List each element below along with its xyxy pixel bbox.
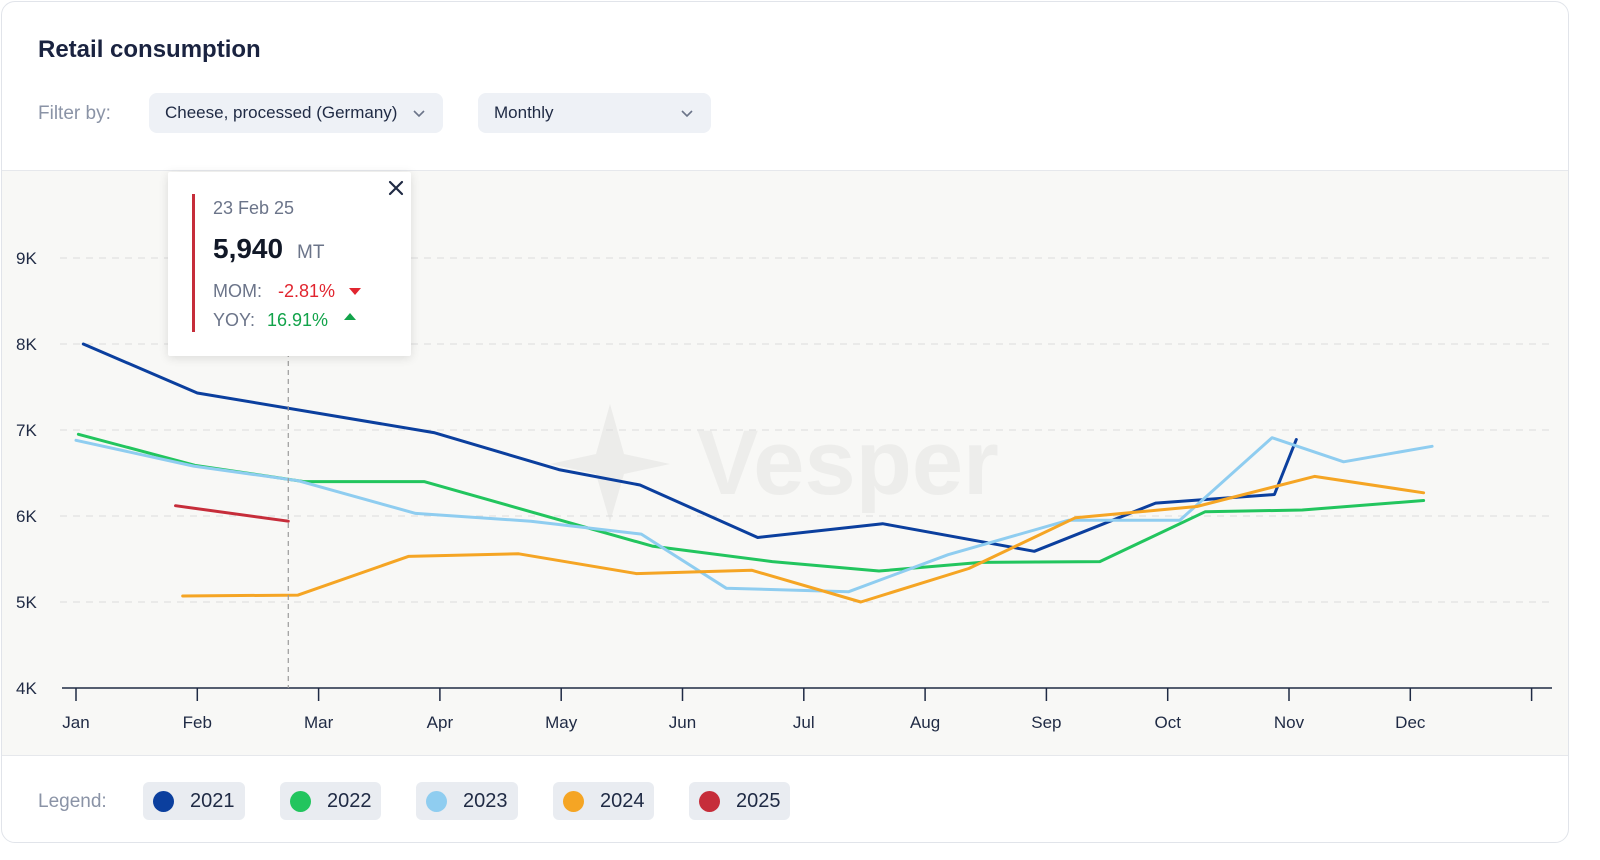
x-tick-label: Aug [910,713,940,732]
tooltip-value: 5,940 [213,233,284,264]
legend-item-2023[interactable]: 2023 [416,782,518,820]
close-icon[interactable] [386,178,406,198]
tooltip-mom-value: -2.81% [278,281,336,301]
period-select-value: Monthly [494,103,554,122]
x-tick-label: Jul [793,713,815,732]
x-tick-label: Feb [183,713,212,732]
period-select[interactable]: Monthly [478,93,711,133]
chevron-down-icon [413,110,425,118]
legend-item-label: 2022 [327,789,372,812]
legend-item-label: 2023 [463,789,508,812]
y-tick-label: 8K [16,335,37,354]
tooltip-unit: MT [297,242,325,263]
watermark-star-icon [550,404,670,522]
y-tick-label: 7K [16,421,37,440]
legend-item-2022[interactable]: 2022 [280,782,381,820]
series-line-2025[interactable] [174,504,290,523]
chevron-down-icon [681,110,693,118]
x-tick-label: Jun [669,713,696,732]
arrow-down-icon [349,288,361,295]
x-tick-label: Sep [1031,713,1061,732]
legend-dot [699,790,720,812]
y-tick-label: 9K [16,249,37,268]
series-line-2021[interactable] [81,342,1298,553]
product-select-value: Cheese, processed (Germany) [165,103,398,122]
y-tick-label: 5K [16,593,37,612]
x-tick-label: Mar [304,713,334,732]
tooltip-yoy-label: YOY: [213,310,256,330]
tooltip-yoy-value: 16.91% [267,310,329,330]
legend-dot [153,790,174,812]
x-tick-label: Apr [427,713,454,732]
chart-card: Retail consumption Filter by: Cheese, pr… [1,1,1569,843]
y-tick-label: 4K [16,679,37,698]
legend-item-2025[interactable]: 2025 [689,782,790,820]
watermark-text: Vesper [697,412,999,514]
chart-title: Retail consumption [38,36,261,63]
product-select[interactable]: Cheese, processed (Germany) [149,93,443,133]
x-tick-label: Jan [62,713,89,732]
legend-item-label: 2021 [190,789,235,812]
x-tick-label: Oct [1154,713,1181,732]
data-tooltip: 23 Feb 25 5,940 MT MOM: -2.81% YOY: 16.9… [168,172,411,356]
tooltip-series-bar [192,194,195,332]
legend-item-label: 2025 [736,789,781,812]
legend-item-label: 2024 [600,789,645,812]
line-chart: Vesper 4K 5K 6K 7K 8K 9K Jan Feb Mar Apr May Jun Jul… [16,249,1552,732]
watermark: Vesper [550,404,999,522]
x-tick-label: Nov [1274,713,1305,732]
tooltip-mom-label: MOM: [213,281,262,301]
legend-item-2021[interactable]: 2021 [143,782,245,820]
x-tick-label: Dec [1395,713,1426,732]
legend-item-2024[interactable]: 2024 [553,782,654,820]
tooltip-date: 23 Feb 25 [213,198,295,218]
legend-dot [563,790,584,812]
series-line-2024[interactable] [181,474,1426,604]
x-tick-label: May [545,713,578,732]
filter-label: Filter by: [38,103,111,124]
arrow-up-icon [344,313,356,320]
legend-dot [290,790,311,812]
y-tick-label: 6K [16,507,37,526]
legend-label: Legend: [38,791,107,812]
series-line-2023[interactable] [74,436,1434,594]
legend-dot [426,790,447,812]
